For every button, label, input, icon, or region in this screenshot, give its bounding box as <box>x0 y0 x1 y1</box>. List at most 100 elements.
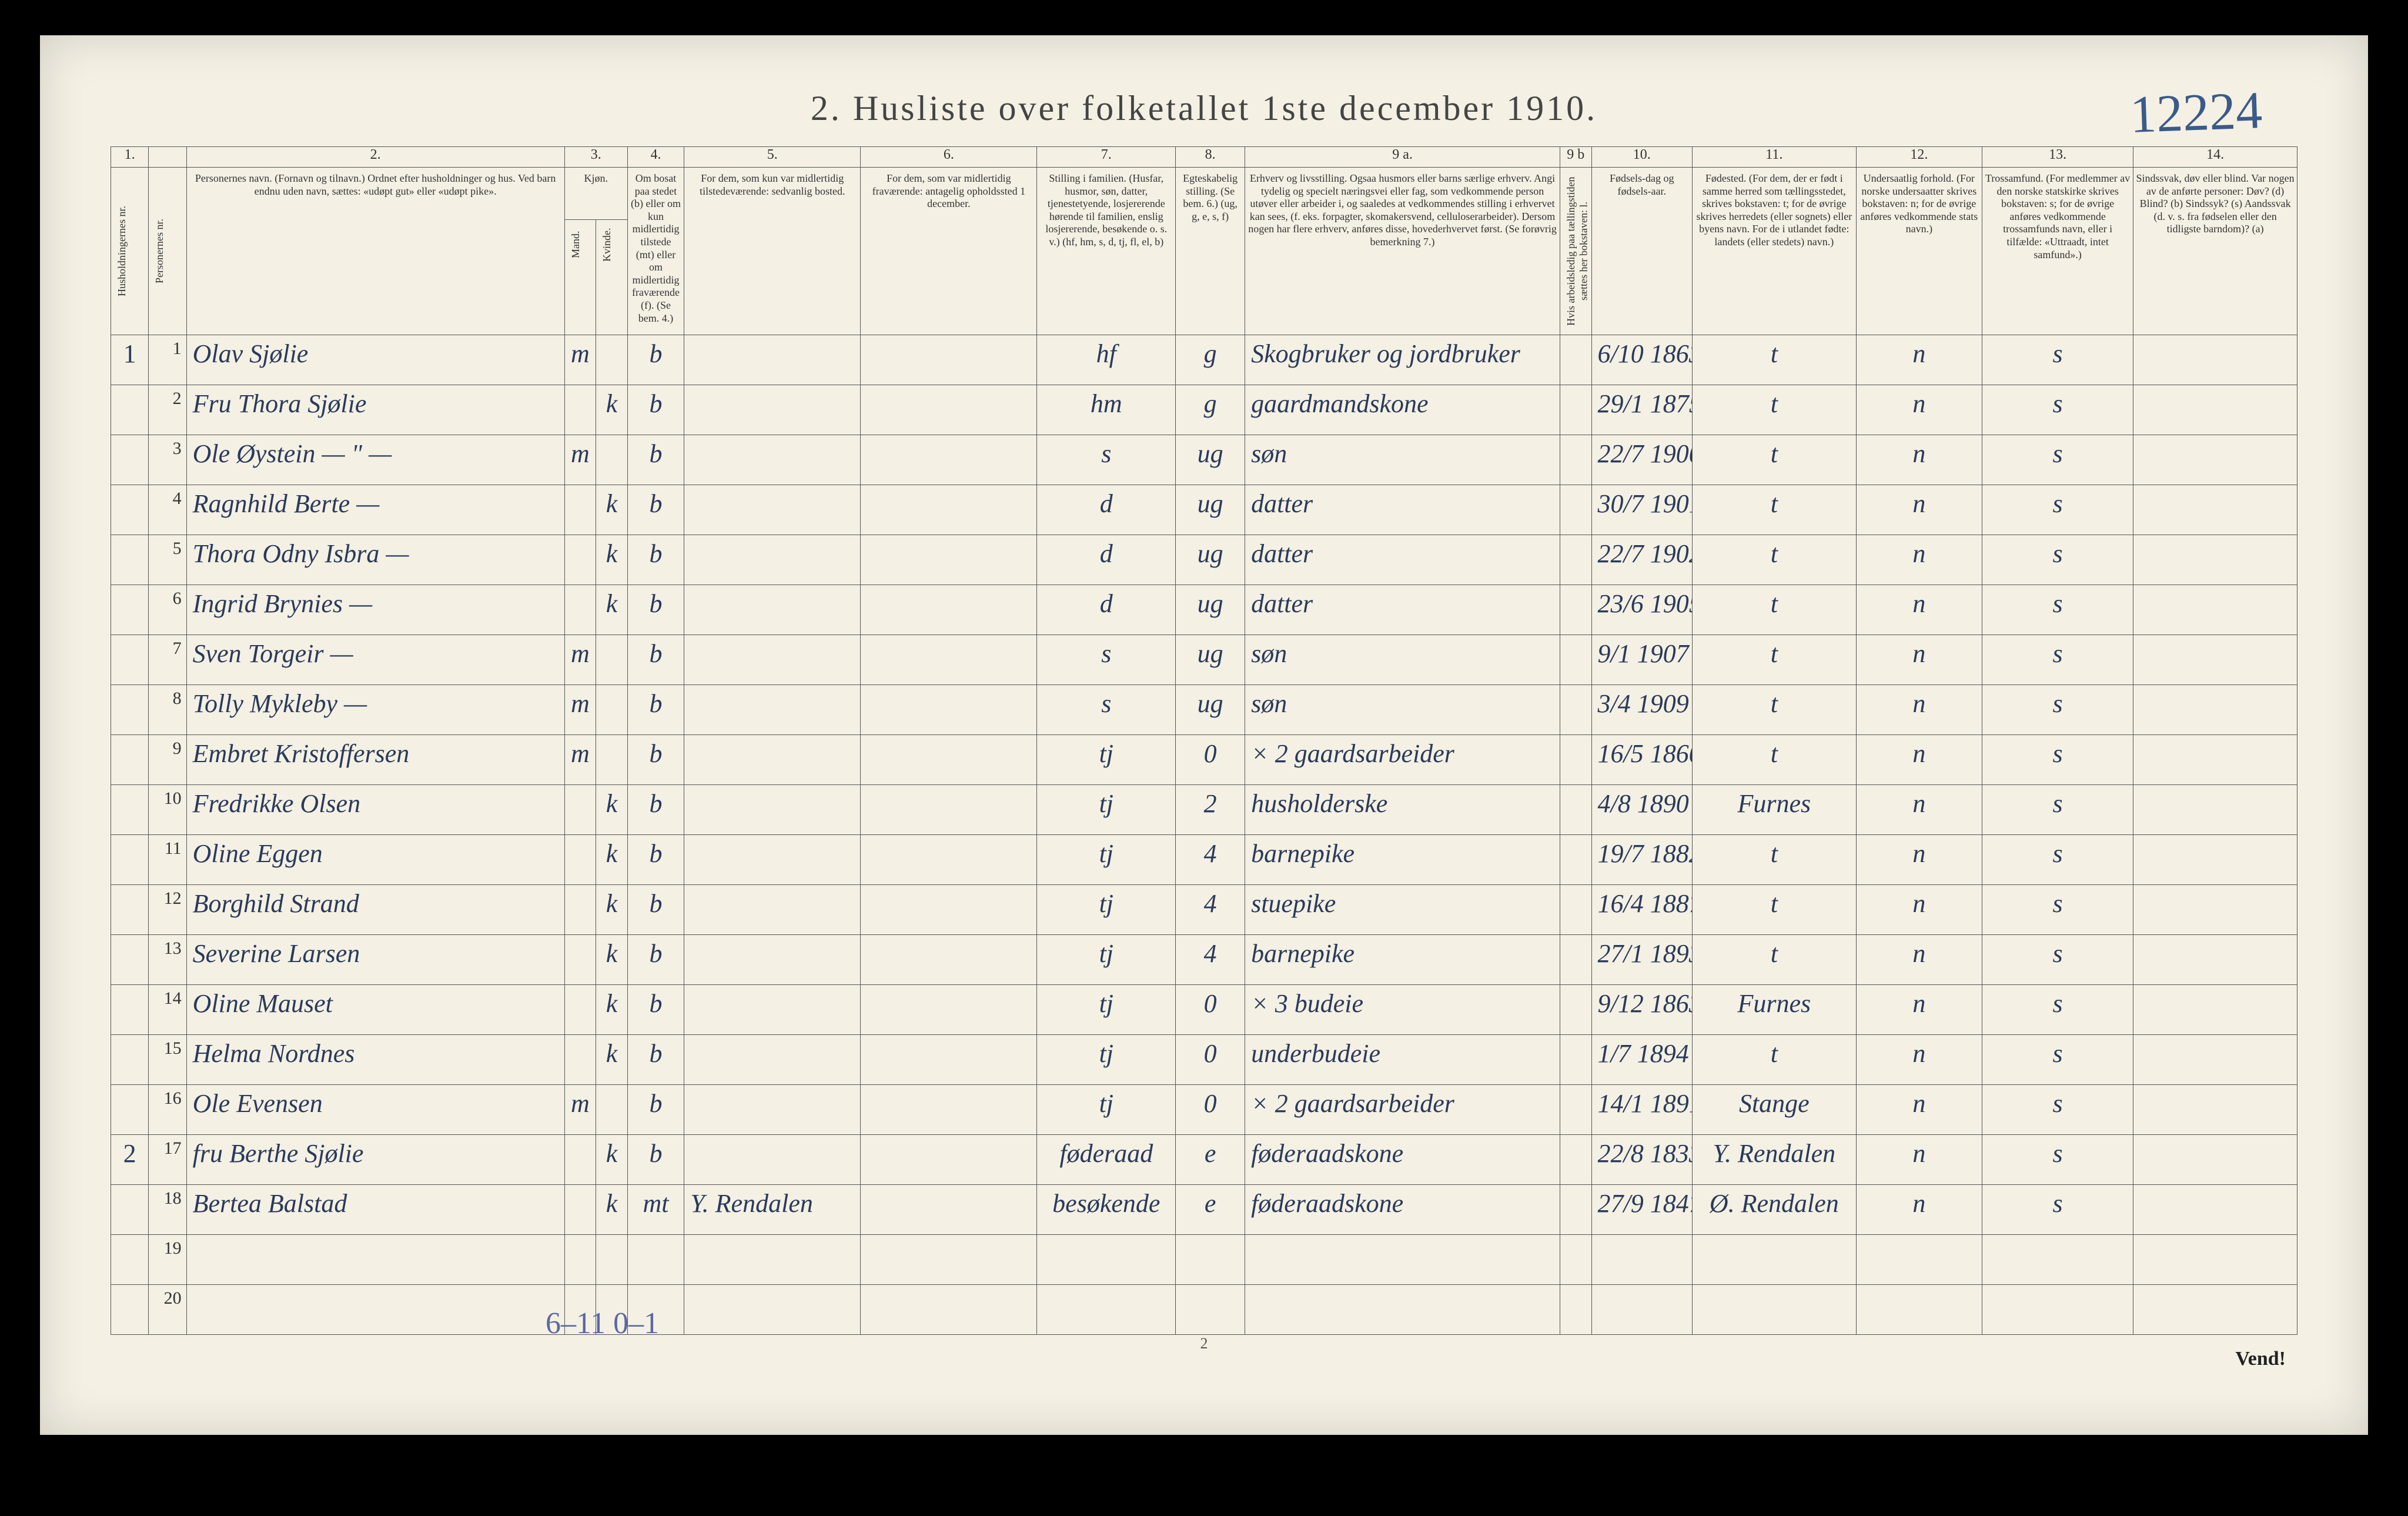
cell-rn: 6 <box>149 585 186 635</box>
cell-blank <box>1560 1285 1591 1335</box>
cell-occ: husholderske <box>1245 785 1560 835</box>
cell-rn: 5 <box>149 535 186 585</box>
cell-occ <box>1245 1285 1560 1335</box>
cell-c5 <box>684 985 861 1035</box>
cell-c6 <box>861 835 1037 885</box>
coln: 7. <box>1037 147 1176 168</box>
cell-nat <box>1856 1235 1982 1285</box>
cell-rel <box>1982 1285 2133 1335</box>
cell-k: k <box>596 385 628 435</box>
hdr-sex: Kjøn. <box>564 168 627 220</box>
cell-blank <box>1560 835 1591 885</box>
cell-c6 <box>861 1235 1037 1285</box>
cell-hh: 2 <box>111 1135 149 1185</box>
hdr-c6: For dem, som var midlertidig fraværende:… <box>861 168 1037 335</box>
cell-k <box>596 435 628 485</box>
cell-birthpl: t <box>1693 485 1857 535</box>
cell-c14 <box>2133 785 2297 835</box>
cell-rel: s <box>1982 1035 2133 1085</box>
cell-fam: tj <box>1037 935 1176 985</box>
cell-dob <box>1591 1285 1692 1335</box>
cell-res: b <box>627 635 684 685</box>
cell-blank <box>1560 735 1591 785</box>
table-row: 11Oline Eggenkbtj4barnepike19/7 1882tns <box>111 835 2297 885</box>
cell-blank <box>1560 985 1591 1035</box>
cell-hh <box>111 1285 149 1335</box>
cell-m <box>564 1235 596 1285</box>
cell-c6 <box>861 335 1037 385</box>
cell-rn: 11 <box>149 835 186 885</box>
cell-dob: 16/4 1887 <box>1591 885 1692 935</box>
coln: 12. <box>1856 147 1982 168</box>
cell-fam: tj <box>1037 885 1176 935</box>
cell-res: b <box>627 585 684 635</box>
cell-rel: s <box>1982 335 2133 385</box>
cell-hh <box>111 685 149 735</box>
cell-nat: n <box>1856 835 1982 885</box>
cell-nat: n <box>1856 585 1982 635</box>
table-row: 9Embret Kristoffersenmbtj0× 2 gaardsarbe… <box>111 735 2297 785</box>
cell-m <box>564 1135 596 1185</box>
cell-civ: ug <box>1176 685 1245 735</box>
cell-birthpl: Y. Rendalen <box>1693 1135 1857 1185</box>
cell-blank <box>1560 885 1591 935</box>
cell-civ: 0 <box>1176 1085 1245 1135</box>
cell-c5 <box>684 1085 861 1135</box>
hdr-name: Personernes navn. (Fornavn og tilnavn.) … <box>186 168 564 335</box>
cell-res: b <box>627 335 684 385</box>
cell-rn: 12 <box>149 885 186 935</box>
cell-c14 <box>2133 1085 2297 1135</box>
cell-civ: e <box>1176 1135 1245 1185</box>
cell-m <box>564 385 596 435</box>
cell-hh <box>111 935 149 985</box>
cell-k: k <box>596 535 628 585</box>
cell-c14 <box>2133 1285 2297 1335</box>
cell-rn: 8 <box>149 685 186 735</box>
cell-nat: n <box>1856 1035 1982 1085</box>
cell-civ: 4 <box>1176 935 1245 985</box>
table-row: 13Severine Larsenkbtj4barnepike27/1 1893… <box>111 935 2297 985</box>
cell-hh <box>111 1235 149 1285</box>
hdr-c9b-text: Hvis arbeidsledig paa tællingstiden sætt… <box>1563 172 1593 330</box>
cell-rn: 17 <box>149 1135 186 1185</box>
cell-nat: n <box>1856 785 1982 835</box>
cell-k: k <box>596 485 628 535</box>
coln: 13. <box>1982 147 2133 168</box>
cell-dob: 19/7 1882 <box>1591 835 1692 885</box>
cell-res: b <box>627 1135 684 1185</box>
table-row: 10Fredrikke Olsenkbtj2husholderske4/8 18… <box>111 785 2297 835</box>
cell-birthpl: t <box>1693 885 1857 935</box>
cell-blank <box>1560 1235 1591 1285</box>
cell-k: k <box>596 585 628 635</box>
cell-occ: × 3 budeie <box>1245 985 1560 1035</box>
cell-k: k <box>596 1135 628 1185</box>
cell-civ <box>1176 1235 1245 1285</box>
cell-civ: ug <box>1176 635 1245 685</box>
cell-occ: søn <box>1245 435 1560 485</box>
cell-birthpl: Furnes <box>1693 785 1857 835</box>
hdr-sex-k-text: Kvinde. <box>598 225 616 265</box>
cell-blank <box>1560 585 1591 635</box>
cell-fam: d <box>1037 585 1176 635</box>
cell-birthpl: t <box>1693 735 1857 785</box>
cell-nat: n <box>1856 335 1982 385</box>
cell-occ: søn <box>1245 635 1560 685</box>
cell-hh <box>111 435 149 485</box>
cell-c5 <box>684 635 861 685</box>
cell-res: b <box>627 735 684 785</box>
table-row: 11Olav SjøliembhfgSkogbruker og jordbruk… <box>111 335 2297 385</box>
cell-c14 <box>2133 635 2297 685</box>
cell-dob <box>1591 1235 1692 1285</box>
cell-k: k <box>596 885 628 935</box>
cell-hh <box>111 585 149 635</box>
table-row: 16Ole Evensenmbtj0× 2 gaardsarbeider14/1… <box>111 1085 2297 1135</box>
cell-c5 <box>684 935 861 985</box>
cell-c5 <box>684 785 861 835</box>
coln: 1. <box>111 147 149 168</box>
cell-fam: s <box>1037 635 1176 685</box>
cell-rn: 20 <box>149 1285 186 1335</box>
table-row: 20 <box>111 1285 2297 1335</box>
cell-nat: n <box>1856 685 1982 735</box>
cell-c6 <box>861 1285 1037 1335</box>
cell-c5 <box>684 1035 861 1085</box>
